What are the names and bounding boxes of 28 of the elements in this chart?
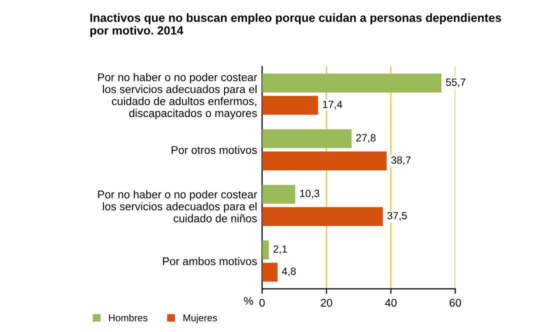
legend-label: Hombres <box>109 314 148 322</box>
bar <box>262 129 352 148</box>
chart-title: Inactivos que no buscan empleo porque cuidan a personas dependientes por motivo. 2014 <box>90 13 502 37</box>
x-tick-label: 40 <box>384 298 397 307</box>
bar <box>262 74 442 93</box>
data-label: 2,1 <box>274 245 287 254</box>
data-label: 4,8 <box>282 268 296 276</box>
legend-label: Mujeres <box>184 314 217 324</box>
bar <box>262 151 387 170</box>
bar <box>262 207 383 226</box>
data-label: 55,7 <box>446 78 466 88</box>
bar <box>262 96 318 115</box>
x-tick-label: 60 <box>450 298 462 307</box>
data-label: 37,5 <box>387 212 407 221</box>
x-axis-title: % <box>244 296 254 305</box>
data-label: 38,7 <box>391 156 411 165</box>
data-label: 27,8 <box>356 134 376 143</box>
bar <box>262 262 278 282</box>
data-label: 10,3 <box>300 190 320 198</box>
x-tick-label: 0 <box>259 298 265 307</box>
bar <box>262 184 296 204</box>
y-tick-label: Por no haber o no poder costear los servicios adecuados para el cuidado de niños <box>98 190 258 222</box>
data-label: 17,4 <box>323 100 342 110</box>
bar <box>262 240 269 260</box>
x-tick-label: 20 <box>320 298 332 307</box>
y-tick-label: Por otros motivos <box>172 146 257 154</box>
y-tick-label: Por ambos motivos <box>163 257 257 266</box>
y-tick-label: Por no haber o no poder costear los servicios adecuados para el cuidado de adultos enfermos, discapacitados o mayores <box>98 73 258 120</box>
